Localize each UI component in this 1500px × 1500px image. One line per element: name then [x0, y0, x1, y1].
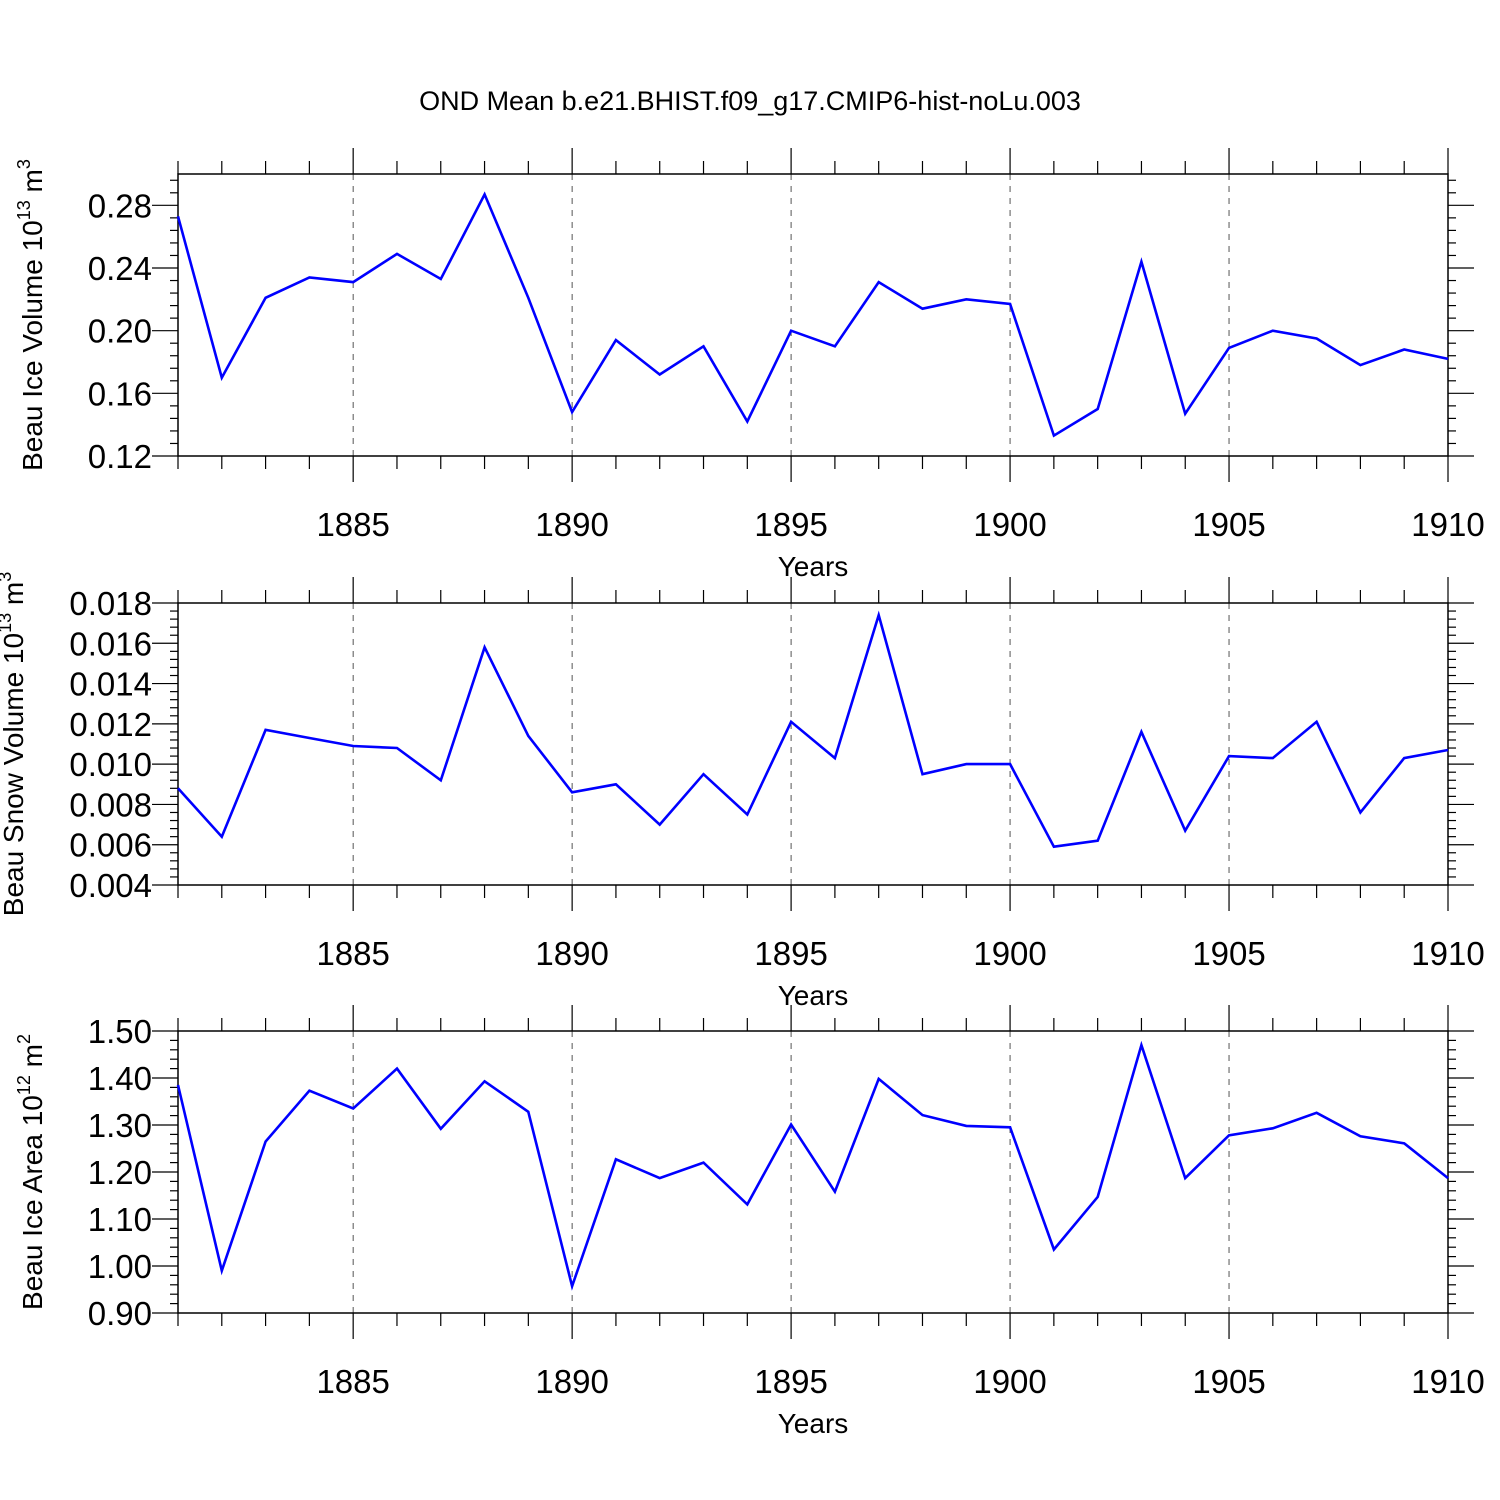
y-tick-label: 1.40	[88, 1060, 152, 1097]
x-tick-label: 1900	[973, 935, 1046, 972]
chart-panel-1: 0.12 0.16 0.20 0.24 0.28 1885 1890 1895 1900 1905…	[14, 148, 1485, 582]
y-axis-title: Beau Snow Volume 1013 m3	[0, 572, 29, 916]
y-tick-label: 0.010	[69, 746, 152, 783]
x-tick-label: 1890	[535, 506, 608, 543]
y-tick-label: 0.018	[69, 585, 152, 622]
series-line	[176, 1040, 1449, 1291]
x-tick-label: 1905	[1192, 935, 1265, 972]
x-tick-label: 1890	[535, 1363, 608, 1400]
y-axis-title-superscript: 2	[14, 1034, 34, 1044]
y-tick-label: 0.24	[88, 250, 152, 287]
series-line	[176, 191, 1449, 438]
y-axis-title-superscript: 3	[0, 572, 15, 582]
y-tick-label: 1.50	[88, 1013, 152, 1050]
x-tick-label: 1900	[973, 506, 1046, 543]
x-tick-label: 1900	[973, 1363, 1046, 1400]
y-axis-title: Beau Ice Area 1012 m2	[14, 1034, 48, 1310]
x-tick-label: 1885	[316, 935, 389, 972]
y-tick-label: 0.90	[88, 1295, 152, 1332]
y-tick-label: 0.12	[88, 438, 152, 475]
y-tick-label: 1.30	[88, 1107, 152, 1144]
x-tick-label: 1905	[1192, 506, 1265, 543]
x-axis-title: Years	[778, 1408, 849, 1439]
y-tick-label: 0.28	[88, 187, 152, 224]
y-tick-label: 0.008	[69, 786, 152, 823]
y-axis-title-part: Beau Snow Volume 10	[0, 633, 29, 916]
plot-frame	[177, 173, 1449, 457]
y-tick-label: 1.20	[88, 1154, 152, 1191]
y-tick-label: 0.016	[69, 625, 152, 662]
y-axis-title-superscript: 3	[14, 159, 34, 169]
y-axis-title-part: m	[17, 169, 48, 200]
chart-panel-3: 0.90 1.00 1.10 1.20 1.30 1.40 1.50 1885 1890 1895…	[14, 1005, 1485, 1439]
x-axis-title: Years	[778, 980, 849, 1011]
y-axis-title-part: Beau Ice Volume 10	[17, 220, 48, 471]
y-axis-title: Beau Ice Volume 1013 m3	[14, 159, 48, 471]
x-tick-label: 1895	[754, 935, 827, 972]
y-tick-label: 1.00	[88, 1248, 152, 1285]
x-tick-label: 1895	[754, 506, 827, 543]
chart-panels: 0.12 0.16 0.20 0.24 0.28 1885 1890 1895 1900 1905…	[0, 148, 1485, 1439]
series-line	[177, 610, 1449, 849]
y-axis-title-part: Beau Ice Area 10	[17, 1095, 48, 1310]
x-tick-label: 1910	[1411, 935, 1484, 972]
y-axis-title-superscript: 13	[0, 613, 15, 633]
x-tick-label: 1910	[1411, 1363, 1484, 1400]
x-tick-label: 1895	[754, 1363, 827, 1400]
y-tick-label: 0.004	[69, 867, 152, 904]
x-tick-label: 1890	[535, 935, 608, 972]
figure-title: OND Mean b.e21.BHIST.f09_g17.CMIP6-hist-…	[419, 86, 1081, 116]
y-tick-label: 1.10	[88, 1201, 152, 1238]
x-tick-label: 1885	[316, 506, 389, 543]
y-tick-label: 0.20	[88, 313, 152, 350]
x-tick-label: 1910	[1411, 506, 1484, 543]
y-axis-title-part: m	[17, 1044, 48, 1075]
y-tick-label: 0.012	[69, 706, 152, 743]
y-tick-label: 0.16	[88, 375, 152, 412]
y-axis-title-superscript: 13	[14, 200, 34, 220]
plot-frame	[177, 602, 1449, 886]
x-axis-title: Years	[778, 551, 849, 582]
x-tick-label: 1885	[316, 1363, 389, 1400]
y-axis-title-superscript: 12	[14, 1075, 34, 1095]
y-tick-label: 0.006	[69, 827, 152, 864]
y-tick-label: 0.014	[69, 666, 152, 703]
x-tick-label: 1905	[1192, 1363, 1265, 1400]
plot-frame	[177, 1030, 1449, 1314]
y-axis-title-part: m	[0, 582, 29, 613]
